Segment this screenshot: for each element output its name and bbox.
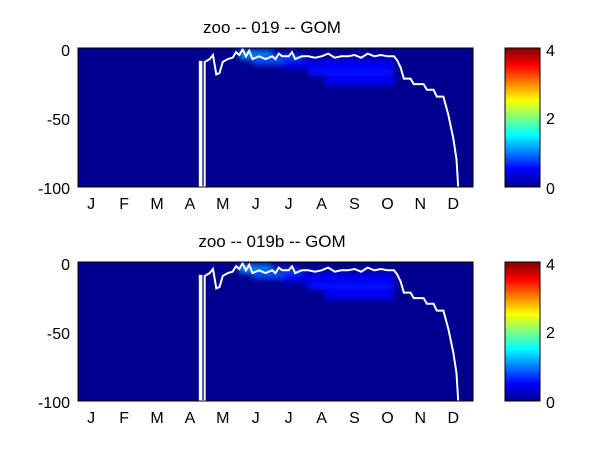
heatmap-cell bbox=[282, 273, 394, 283]
x-tick-label: A bbox=[185, 196, 196, 213]
y-tick-label: -100 bbox=[38, 181, 70, 198]
mixed-layer-depth-line bbox=[198, 262, 460, 401]
x-tick-label: M bbox=[216, 410, 229, 427]
panel-top: zoo -- 019 -- GOM 0 -50 -100 J F M A M J J A S O N… bbox=[38, 18, 555, 213]
heatmap-cell bbox=[308, 282, 394, 290]
x-tick-label: M bbox=[216, 196, 229, 213]
panel-bottom: zoo -- 019b -- GOM 0 -50 -100 J F M A M J J A S O… bbox=[38, 232, 555, 427]
x-tick-label: J bbox=[285, 196, 293, 213]
x-tick-label: S bbox=[349, 410, 360, 427]
heatmap-plot-area bbox=[78, 48, 473, 187]
x-tick-label: D bbox=[447, 196, 459, 213]
x-tick-label: N bbox=[415, 410, 427, 427]
colorbar bbox=[505, 48, 540, 187]
y-tick-label: -50 bbox=[47, 112, 70, 129]
heatmap-cell bbox=[324, 75, 394, 86]
y-tick-label: -50 bbox=[47, 326, 70, 343]
colorbar-frame bbox=[504, 47, 541, 188]
colorbar-tick-label: 0 bbox=[546, 395, 555, 412]
colorbar-tick-label: 2 bbox=[546, 325, 555, 342]
heatmap-cell bbox=[239, 264, 273, 274]
heatmap-plot-area bbox=[78, 262, 473, 401]
plot-frame bbox=[77, 47, 474, 188]
y-axis: 0 -50 -100 bbox=[38, 257, 70, 412]
x-tick-label: J bbox=[252, 196, 260, 213]
x-tick-label: O bbox=[381, 196, 393, 213]
x-tick-label: J bbox=[87, 410, 95, 427]
colorbar-tick-label: 2 bbox=[546, 111, 555, 128]
x-tick-label: M bbox=[150, 196, 163, 213]
x-tick-label: S bbox=[349, 196, 360, 213]
x-tick-label: J bbox=[87, 196, 95, 213]
heatmap-background bbox=[78, 48, 473, 187]
x-tick-label: D bbox=[447, 410, 459, 427]
x-tick-label: N bbox=[415, 196, 427, 213]
chart-title: zoo -- 019 -- GOM bbox=[203, 18, 341, 37]
y-tick-label: 0 bbox=[61, 257, 70, 274]
x-tick-label: A bbox=[185, 410, 196, 427]
chart-title: zoo -- 019b -- GOM bbox=[198, 232, 345, 251]
heatmap-cell bbox=[252, 268, 302, 279]
colorbar-tick-label: 4 bbox=[546, 257, 555, 274]
x-tick-label: J bbox=[285, 410, 293, 427]
x-tick-label: J bbox=[252, 410, 260, 427]
heatmap-background bbox=[78, 262, 473, 401]
colorbar bbox=[505, 262, 540, 401]
heatmap-cell bbox=[252, 54, 302, 65]
x-tick-label: F bbox=[119, 410, 129, 427]
y-tick-label: 0 bbox=[61, 43, 70, 60]
heatmap-cells bbox=[239, 50, 394, 86]
colorbar-tick-label: 0 bbox=[546, 181, 555, 198]
heatmap-cell bbox=[308, 68, 394, 76]
x-tick-label: M bbox=[150, 410, 163, 427]
x-tick-label: F bbox=[119, 196, 129, 213]
plot-frame bbox=[77, 261, 474, 402]
heatmap-cells bbox=[239, 264, 394, 300]
x-tick-label: A bbox=[316, 410, 327, 427]
heatmap-cell bbox=[239, 50, 273, 60]
x-tick-label: A bbox=[316, 196, 327, 213]
heatmap-cell bbox=[324, 289, 394, 300]
colorbar-tick-label: 4 bbox=[546, 43, 555, 60]
x-tick-label: O bbox=[381, 410, 393, 427]
y-axis: 0 -50 -100 bbox=[38, 43, 70, 198]
colorbar-axis: 4 2 0 bbox=[546, 257, 555, 412]
colorbar-frame bbox=[504, 261, 541, 402]
mixed-layer-depth-line bbox=[198, 48, 460, 187]
y-tick-label: -100 bbox=[38, 395, 70, 412]
heatmap-cell bbox=[282, 59, 394, 69]
colorbar-axis: 4 2 0 bbox=[546, 43, 555, 198]
